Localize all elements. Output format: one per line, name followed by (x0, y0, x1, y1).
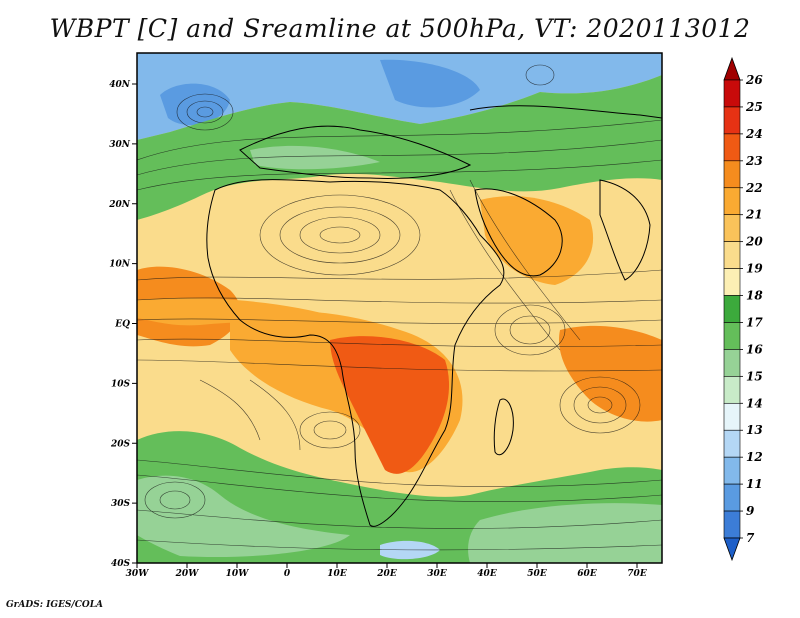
colorbar-swatch (723, 241, 741, 269)
colorbar-label: 25 (745, 100, 763, 114)
map-panel (137, 53, 662, 563)
colorbar-swatch (723, 402, 741, 431)
field-hot-africa (330, 336, 450, 474)
field-north-cold-2 (380, 59, 480, 108)
colorbar-swatch (723, 106, 741, 135)
colorbar-swatch (723, 510, 741, 539)
lon-label: 20W (175, 569, 200, 579)
colorbar-label: 15 (746, 369, 763, 383)
lon-label: 10W (226, 569, 250, 579)
madagascar-outline (493, 398, 514, 456)
colorbar-label: 23 (745, 154, 763, 168)
colorbar-label: 26 (745, 73, 763, 87)
lon-label: 70E (627, 569, 647, 579)
lat-label: EQ (114, 320, 130, 330)
colorbar-bottom-arrow (723, 537, 741, 562)
lat-label: 40S (111, 559, 131, 569)
colorbar-label: 13 (746, 423, 763, 437)
india-outline (599, 179, 651, 281)
colorbar-label: 9 (746, 504, 755, 518)
field-north-green-light (250, 145, 380, 170)
colorbar-swatch (723, 79, 741, 108)
colorbar-label: 16 (746, 342, 763, 356)
colorbar-swatch (723, 214, 741, 242)
colorbar-swatch (723, 187, 741, 216)
lat-label: 20N (108, 200, 131, 210)
colorbar-label: 17 (746, 315, 763, 329)
colorbar-label: 20 (745, 235, 763, 249)
colorbar-swatch (723, 429, 741, 458)
colorbar-label: 19 (746, 262, 763, 276)
map-frame (136, 52, 663, 564)
colorbar-top-arrow (723, 56, 741, 81)
asia-outline (469, 105, 662, 119)
colorbar-swatch (723, 133, 741, 162)
colorbar: 26 25 24 23 22 21 20 19 18 17 16 15 14 13 12 11 9 7 (723, 56, 763, 562)
lon-label: 50E (527, 569, 547, 579)
longitude-axis: 30W 20W 10W 0 10E 20E 30E 40E 50E 60E 70E (126, 563, 647, 579)
field-north-green (137, 75, 662, 220)
colorbar-swatch (723, 483, 741, 512)
latitude-axis: 40N 30N 20N 10N EQ 10S 20S 30S 40S (108, 80, 137, 569)
lon-label: 10E (327, 569, 347, 579)
streamlines (137, 64, 662, 551)
lon-label: 30E (427, 569, 447, 579)
colorbar-label: 24 (745, 127, 763, 141)
field-south-pale (468, 503, 662, 563)
lon-label: 30W (126, 569, 150, 579)
colorbar-label: 11 (746, 477, 763, 491)
lon-label: 20E (376, 569, 397, 579)
colorbar-swatch (723, 456, 741, 485)
colorbar-swatch (723, 160, 741, 189)
africa-outline (206, 179, 505, 527)
lat-label: 30S (111, 499, 131, 509)
colorbar-swatch (723, 295, 741, 323)
colorbar-swatch (723, 349, 741, 377)
lat-label: 10N (109, 260, 131, 270)
field-warm-band (137, 298, 340, 326)
colorbar-label: 14 (746, 396, 763, 410)
colorbar-label: 12 (746, 450, 763, 464)
lat-label: 30N (109, 140, 131, 150)
field-south-light (137, 475, 350, 558)
lon-label: 0 (284, 569, 291, 579)
lat-label: 20S (110, 439, 131, 449)
colorbar-swatch (723, 268, 741, 296)
lon-label: 40E (477, 569, 497, 579)
arabia-outline (474, 188, 563, 277)
field-warm-east (559, 325, 662, 422)
chart-title: WBPT [C] and Sreamline at 500hPa, VT: 20… (49, 14, 751, 43)
colorbar-label: 21 (745, 208, 763, 222)
colorbar-label: 18 (746, 289, 763, 303)
colorbar-label: 22 (745, 181, 763, 195)
lat-label: 40N (109, 80, 131, 90)
colorbar-swatch (723, 376, 741, 404)
lon-label: 60E (577, 569, 597, 579)
coastlines (206, 105, 662, 527)
colorbar-swatch (723, 322, 741, 350)
footer-credit: GrADS: IGES/COLA (6, 600, 104, 610)
lat-label: 10S (111, 379, 131, 389)
europe-outline (239, 125, 472, 179)
colorbar-label: 7 (746, 531, 755, 545)
